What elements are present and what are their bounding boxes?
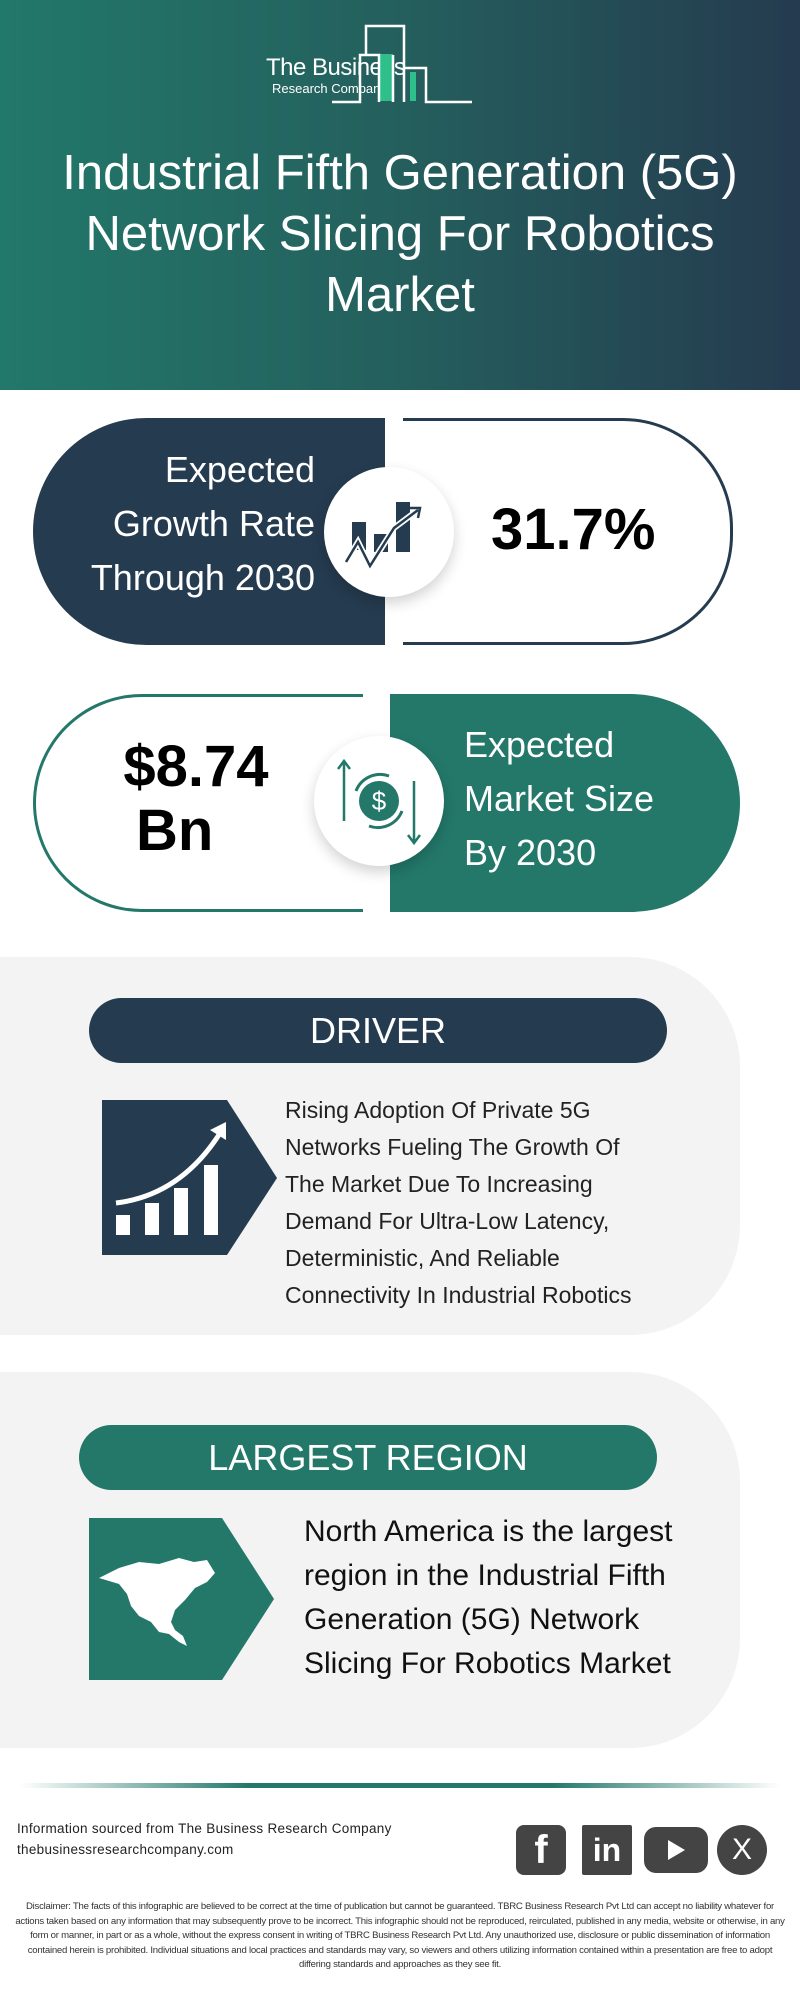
- driver-text-line: Networks Fueling The Growth Of: [285, 1134, 620, 1160]
- header-banner: The Business Research Company Industrial…: [0, 0, 800, 390]
- region-section: LARGEST REGION North America is the larg…: [0, 1372, 740, 1748]
- region-text-line: North America is the largest: [304, 1515, 673, 1548]
- growth-label-line: Through 2030: [90, 557, 315, 598]
- driver-text-line: Demand For Ultra-Low Latency,: [285, 1208, 610, 1234]
- region-text-line: region in the Industrial Fifth: [304, 1559, 666, 1592]
- growth-label-panel: Expected Growth Rate Through 2030: [33, 418, 385, 645]
- growth-icon-circle: [324, 467, 454, 597]
- market-label-line: Expected: [464, 724, 615, 765]
- region-text-line: Generation (5G) Network: [304, 1603, 640, 1636]
- region-text-line: Slicing For Robotics Market: [304, 1647, 671, 1680]
- region-heading: LARGEST REGION: [79, 1425, 657, 1490]
- market-label-line: Market Size: [464, 778, 655, 819]
- growth-value-panel: 31.7%: [403, 418, 733, 645]
- driver-heading: DRIVER: [89, 998, 667, 1063]
- growth-label-line: Expected: [164, 449, 315, 490]
- youtube-icon[interactable]: [644, 1827, 708, 1873]
- logo-line2: Research Company: [272, 81, 387, 96]
- market-icon-circle: $: [314, 736, 444, 866]
- market-label-line: By 2030: [464, 832, 597, 873]
- market-size-value-panel: $8.74 Bn: [33, 694, 363, 912]
- linkedin-icon[interactable]: in: [582, 1825, 632, 1875]
- website-link[interactable]: thebusinessresearchcompany.com: [17, 1842, 234, 1857]
- source-text: Information sourced from The Business Re…: [17, 1821, 392, 1836]
- facebook-icon[interactable]: f: [516, 1825, 566, 1875]
- svg-text:$: $: [372, 786, 387, 816]
- company-logo: The Business Research Company: [262, 24, 537, 104]
- rising-bar-chart-icon: [102, 1100, 277, 1255]
- driver-text-line: Connectivity In Industrial Robotics: [285, 1282, 632, 1308]
- page-title: Industrial Fifth Generation (5G) Network…: [62, 146, 738, 322]
- growth-rate-value: 31.7%: [491, 497, 656, 562]
- driver-text-line: Deterministic, And Reliable: [285, 1245, 560, 1271]
- market-size-unit: Bn: [136, 798, 214, 863]
- driver-text-line: The Market Due To Increasing: [285, 1171, 593, 1197]
- market-size-label-panel: Expected Market Size By 2030: [390, 694, 740, 912]
- footer-divider: [20, 1783, 780, 1788]
- driver-section: DRIVER Rising Adoption Of Private 5G Net…: [0, 957, 740, 1335]
- north-america-map-icon: [89, 1518, 274, 1680]
- driver-text-line: Rising Adoption Of Private 5G: [285, 1097, 591, 1123]
- growth-chart-icon: [344, 502, 422, 572]
- market-size-value: $8.74: [123, 734, 269, 799]
- building-logo-icon: [332, 24, 472, 104]
- dollar-cycle-icon: $: [337, 758, 421, 846]
- growth-label-line: Growth Rate: [112, 503, 315, 544]
- x-icon[interactable]: X: [717, 1825, 767, 1875]
- disclaimer-text: Disclaimer: The facts of this infographi…: [15, 1901, 785, 1970]
